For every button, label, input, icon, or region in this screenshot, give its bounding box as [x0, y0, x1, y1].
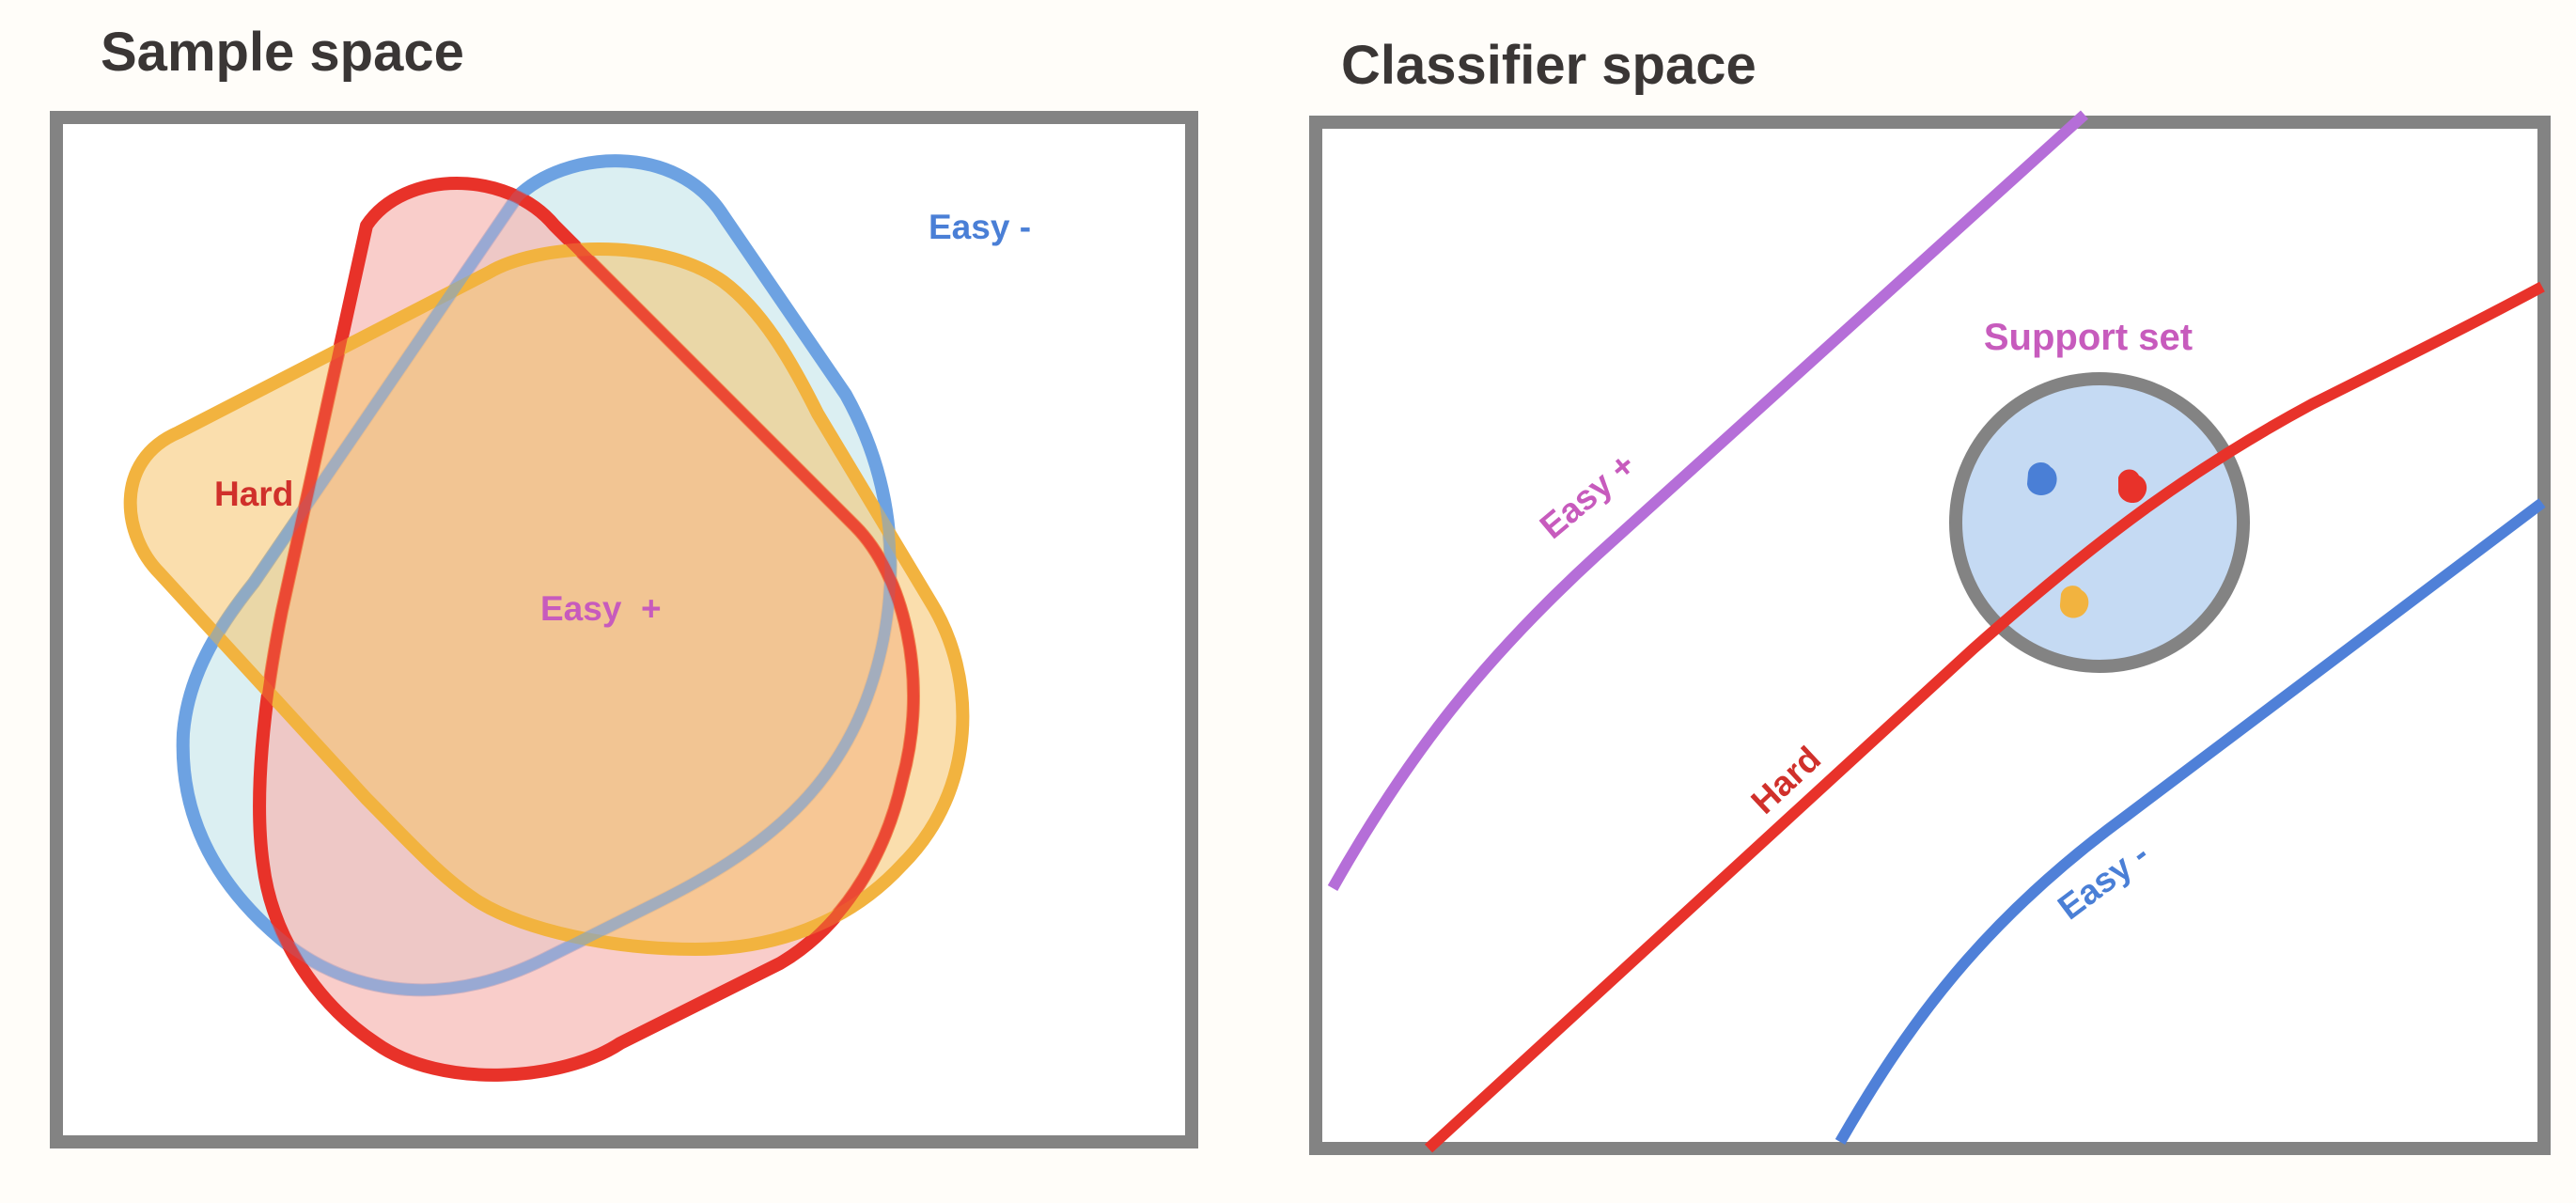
classifier-space-title: Classifier space	[1341, 35, 1756, 96]
support-point-blue	[2027, 462, 2057, 495]
sample-space-title: Sample space	[101, 22, 464, 83]
easy-negative-boundary	[1834, 498, 2546, 1145]
hard-boundary	[1424, 281, 2545, 1153]
support-point-red	[2117, 469, 2147, 504]
hard-outline	[254, 178, 919, 1081]
easy-positive-boundary	[1327, 110, 2089, 891]
support-point-yellow	[2059, 586, 2089, 618]
easy-negative-outline	[177, 155, 897, 996]
support-set-label: Support set	[1984, 317, 2193, 358]
sample-easy-positive-label: Easy +	[540, 589, 662, 628]
sample-easy-negative-label: Easy -	[929, 208, 1031, 246]
sample-hard-label: Hard	[214, 475, 293, 513]
